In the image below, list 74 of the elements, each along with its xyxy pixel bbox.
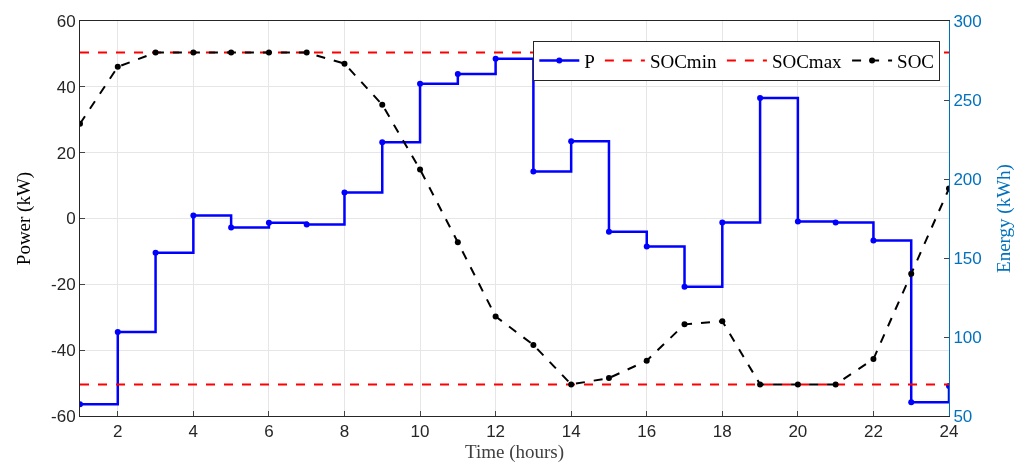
point bbox=[643, 357, 650, 364]
legend-label: SOCmin bbox=[649, 51, 717, 73]
point bbox=[341, 189, 348, 196]
x-tick-label: 12 bbox=[486, 422, 506, 442]
point bbox=[568, 138, 575, 145]
point bbox=[530, 341, 537, 348]
x-tick-label: 22 bbox=[863, 422, 883, 442]
point bbox=[379, 139, 386, 146]
point bbox=[605, 375, 612, 382]
point bbox=[832, 219, 839, 226]
point bbox=[605, 228, 612, 235]
point bbox=[114, 329, 121, 336]
y2-tick-label: 250 bbox=[953, 90, 982, 110]
point bbox=[681, 321, 688, 328]
point bbox=[341, 60, 348, 67]
x-tick-label: 14 bbox=[561, 422, 581, 442]
x-tick-label: 6 bbox=[264, 422, 274, 442]
point bbox=[870, 237, 877, 244]
point bbox=[190, 49, 197, 56]
point bbox=[114, 63, 121, 70]
y2-tick-label: 150 bbox=[953, 248, 982, 268]
x-tick-label: 2 bbox=[113, 422, 123, 442]
x-tick-label: 8 bbox=[339, 422, 350, 442]
y-tick-label: -40 bbox=[51, 341, 76, 361]
point bbox=[719, 219, 726, 226]
point bbox=[530, 168, 537, 175]
x-tick-label: 16 bbox=[637, 422, 657, 442]
y2-tick-label: 300 bbox=[953, 11, 982, 31]
x-tick-label: 20 bbox=[788, 422, 808, 442]
point bbox=[379, 101, 386, 108]
ref-line-label: SOCmax bbox=[771, 51, 843, 73]
point bbox=[908, 270, 915, 277]
point bbox=[265, 49, 272, 56]
y-tick-label: 20 bbox=[56, 143, 76, 163]
point bbox=[908, 399, 915, 406]
y2-axis-title: Energy (kWh) bbox=[992, 164, 1015, 273]
point bbox=[492, 55, 499, 62]
point bbox=[152, 249, 159, 256]
point bbox=[870, 356, 877, 363]
point bbox=[228, 224, 235, 231]
point bbox=[719, 318, 726, 325]
x-axis-title: Time (hours) bbox=[464, 441, 565, 464]
x-tick-label: 18 bbox=[712, 422, 732, 442]
y2-tick-label: 200 bbox=[953, 169, 982, 189]
point bbox=[492, 313, 499, 320]
point bbox=[417, 166, 424, 173]
y-tick-label: 40 bbox=[56, 77, 76, 97]
y2-tick-label: 100 bbox=[953, 327, 982, 347]
y-tick-label: 0 bbox=[66, 209, 76, 229]
point bbox=[454, 71, 461, 77]
point bbox=[794, 381, 801, 388]
point bbox=[228, 49, 235, 56]
legend-label: SOC bbox=[897, 51, 935, 73]
point bbox=[832, 381, 839, 388]
point bbox=[681, 283, 688, 290]
x-tick-label: 10 bbox=[410, 422, 430, 442]
point bbox=[568, 381, 575, 388]
y-tick-label: -20 bbox=[51, 275, 76, 295]
point bbox=[303, 221, 310, 228]
point bbox=[643, 243, 650, 250]
point bbox=[417, 80, 424, 87]
point bbox=[757, 381, 764, 388]
y-tick-label: 60 bbox=[56, 11, 76, 31]
point bbox=[152, 49, 159, 56]
legend-label: P bbox=[584, 51, 595, 73]
point bbox=[794, 218, 801, 225]
point bbox=[265, 219, 272, 226]
y-tick-label: -60 bbox=[51, 406, 76, 426]
x-tick-label: 4 bbox=[188, 422, 199, 442]
point bbox=[454, 239, 461, 246]
point bbox=[303, 49, 310, 56]
point bbox=[757, 95, 764, 102]
point bbox=[190, 212, 197, 219]
y-axis-title: Power (kW) bbox=[12, 171, 35, 266]
